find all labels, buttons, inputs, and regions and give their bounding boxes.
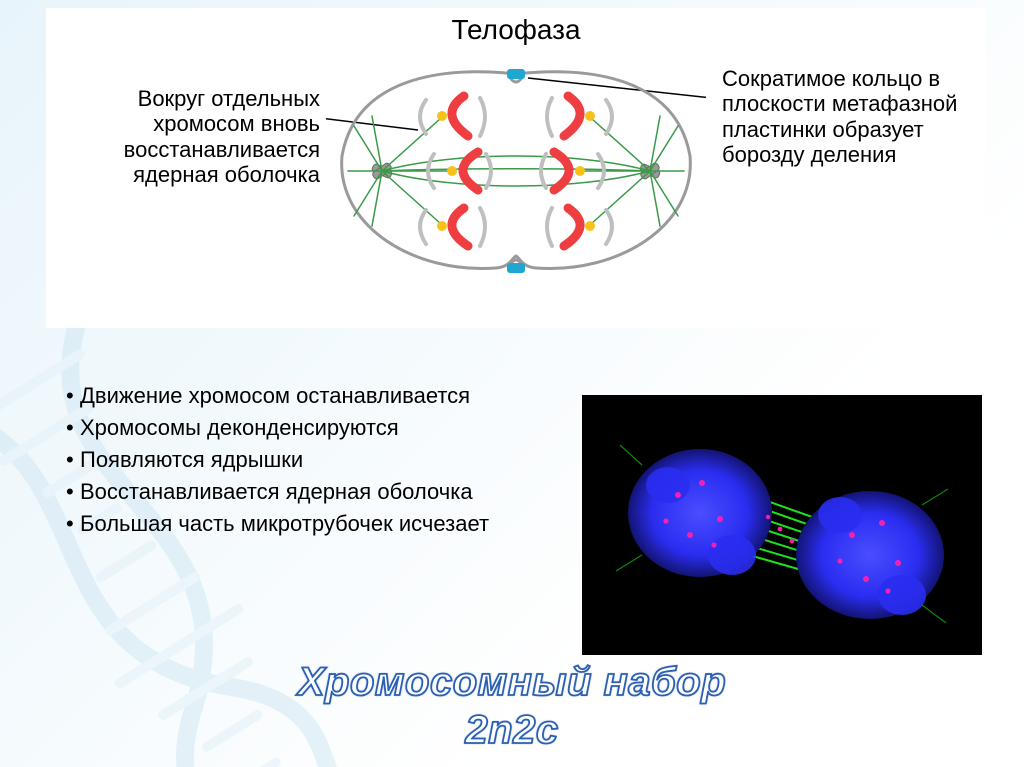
bullet-icon: •	[66, 476, 80, 508]
bullet-list: •Движение хромосом останавливается •Хром…	[66, 380, 626, 539]
bullet-icon: •	[66, 508, 80, 540]
list-item: •Большая часть микротрубочек исчезает	[66, 508, 626, 540]
heading-line-1: Хромосомный набор	[0, 660, 1024, 705]
bullet-icon: •	[66, 412, 80, 444]
heading-line-2: 2n2c	[0, 708, 1024, 753]
bullet-icon: •	[66, 444, 80, 476]
list-item: •Хромосомы деконденсируются	[66, 412, 626, 444]
list-item: •Движение хромосом останавливается	[66, 380, 626, 412]
diagram-panel: Телофаза Вокруг отдельных хромосом вновь…	[46, 8, 986, 328]
fluorescence-micrograph	[582, 395, 982, 655]
list-item: •Появляются ядрышки	[66, 444, 626, 476]
label-contractile-ring: Сократимое кольцо в плоскости метафазной…	[722, 66, 972, 167]
bullet-icon: •	[66, 380, 80, 412]
slide-root: Телофаза Вокруг отдельных хромосом вновь…	[0, 0, 1024, 767]
bullet-text: Движение хромосом останавливается	[80, 380, 470, 412]
label-nuclear-envelope: Вокруг отдельных хромосом вновь восстана…	[60, 86, 320, 187]
telophase-diagram	[326, 56, 706, 286]
diagram-title: Телофаза	[46, 14, 986, 46]
bullet-text: Появляются ядрышки	[80, 444, 303, 476]
bullet-text: Большая часть микротрубочек исчезает	[80, 508, 489, 540]
list-item: •Восстанавливается ядерная оболочка	[66, 476, 626, 508]
bullet-text: Хромосомы деконденсируются	[80, 412, 399, 444]
bullet-text: Восстанавливается ядерная оболочка	[80, 476, 473, 508]
